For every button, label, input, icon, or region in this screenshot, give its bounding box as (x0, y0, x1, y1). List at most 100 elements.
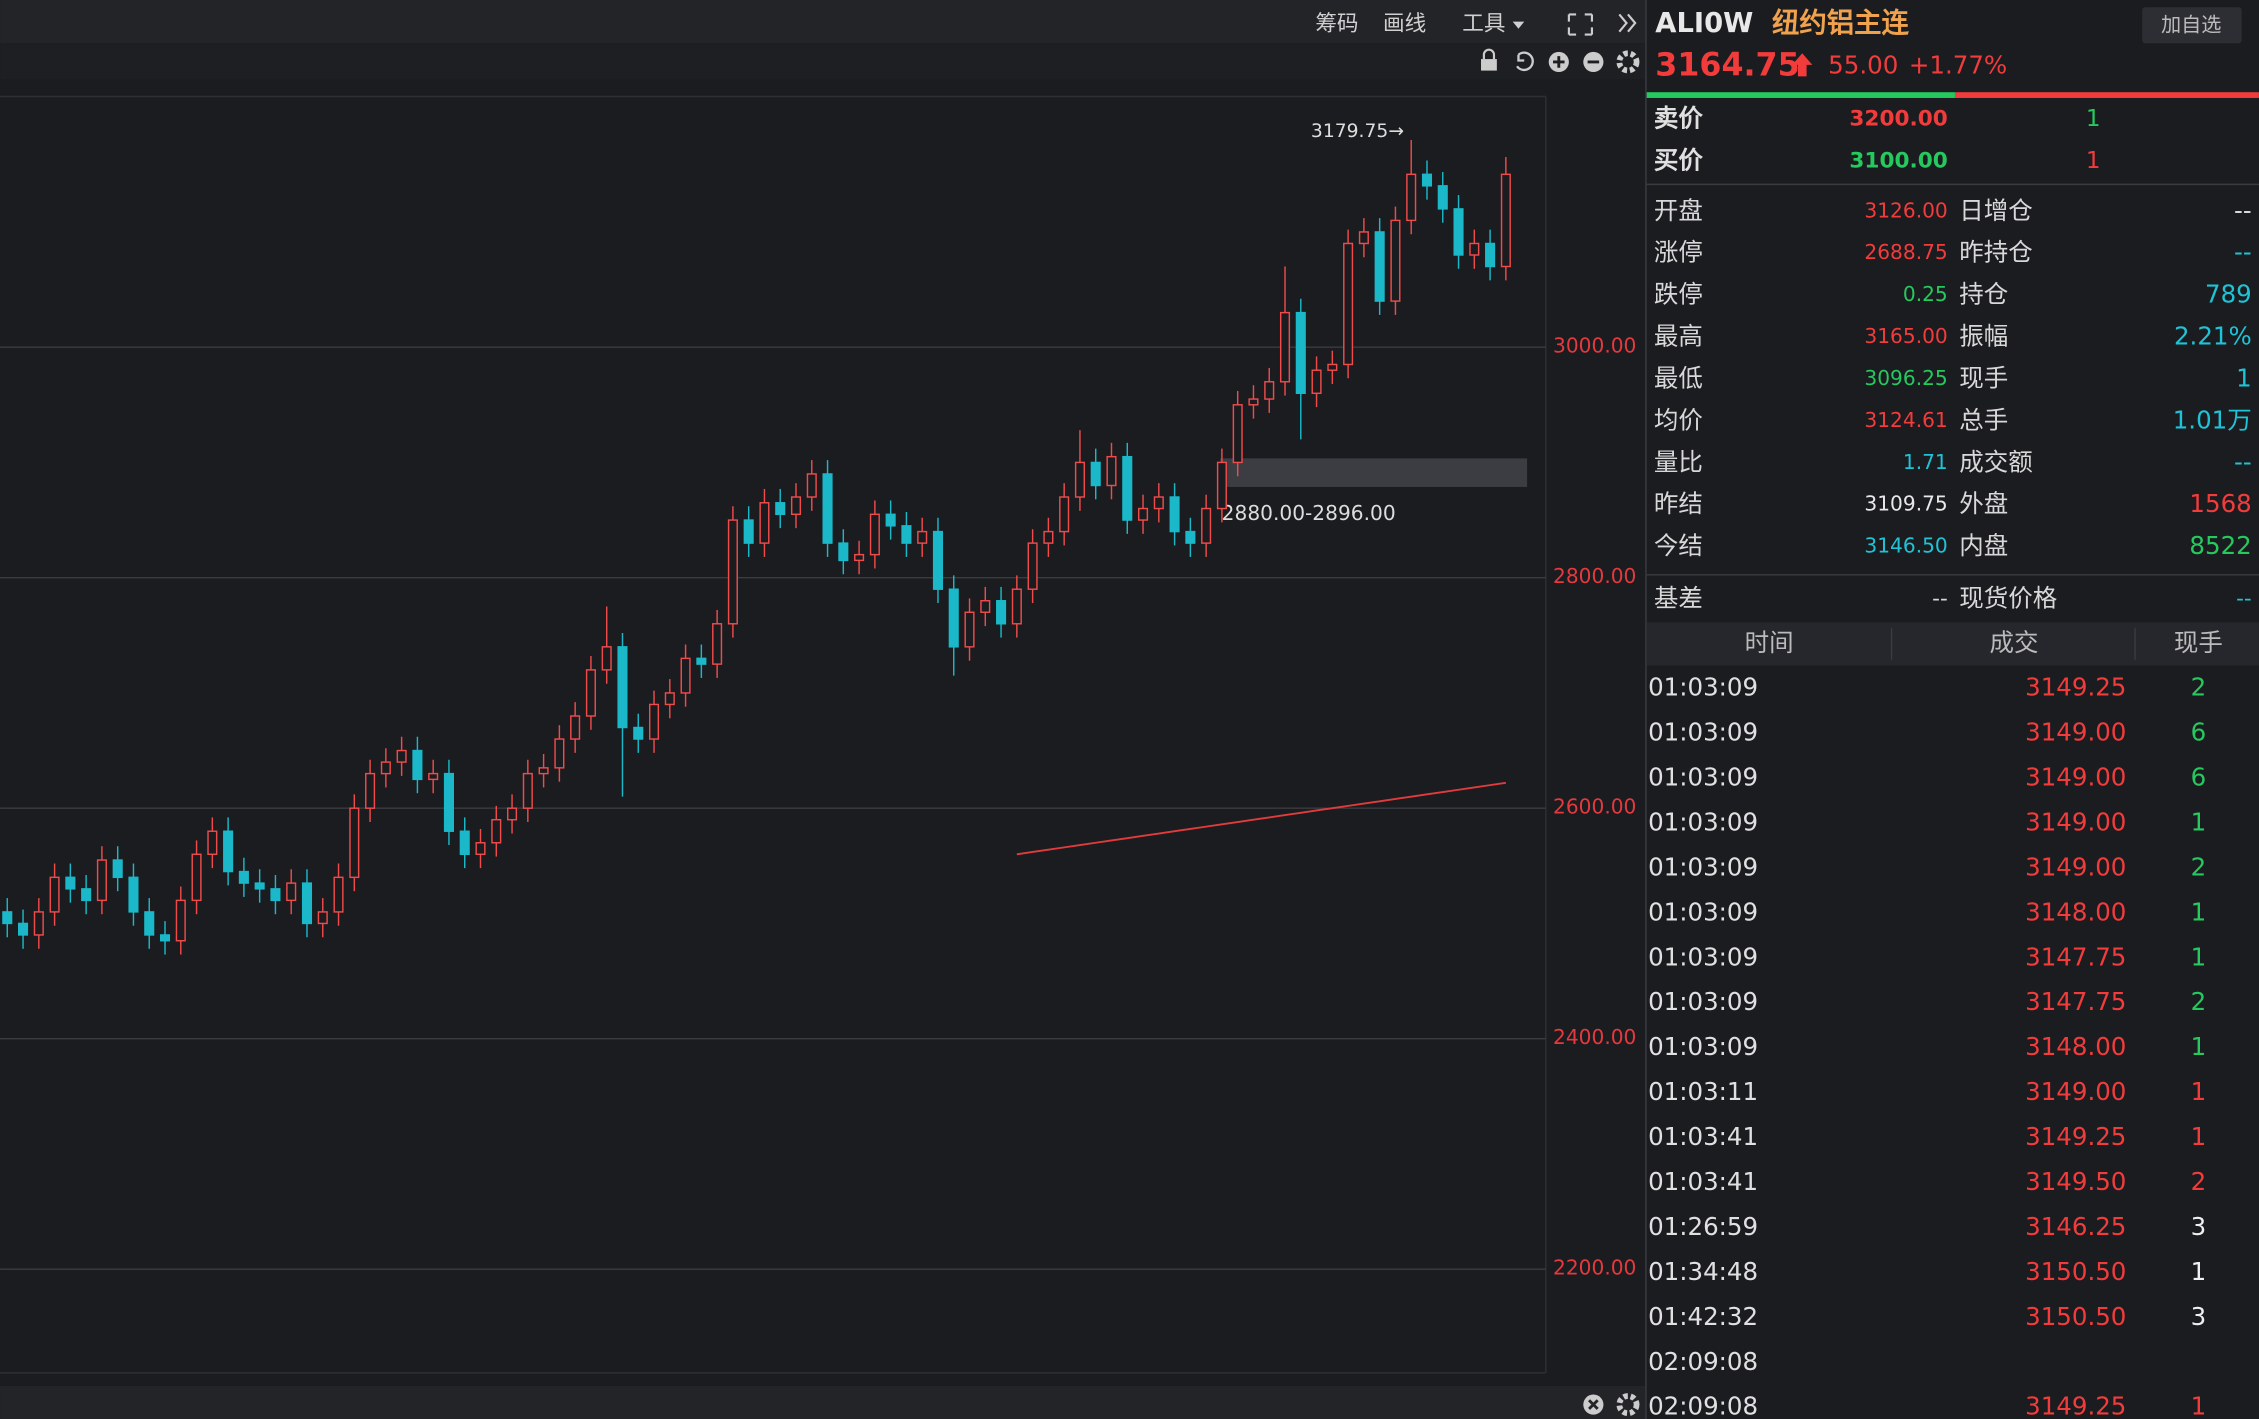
candle-body (270, 888, 281, 902)
candle-body (238, 870, 249, 884)
candle-body (112, 859, 123, 879)
trade-qty: 1 (2191, 807, 2207, 836)
stat-label: 涨停 (1654, 238, 1703, 267)
candle-body (1453, 208, 1464, 256)
book-qty: 1 (2086, 106, 2101, 132)
stat-label: 最低 (1654, 363, 1703, 392)
candle-body (1153, 496, 1164, 510)
stat-value: 789 (2205, 280, 2252, 309)
lock-icon[interactable] (1481, 59, 1497, 71)
stat-label: 跌停 (1654, 280, 1703, 309)
stat-value: -- (2234, 238, 2252, 267)
candle-body (1469, 242, 1480, 256)
trade-qty: 3 (2191, 1302, 2207, 1331)
stat-label: 昨持仓 (1959, 238, 2032, 267)
candle-body (1485, 242, 1496, 268)
fullscreen-icon[interactable] (1567, 13, 1594, 36)
toolbar-item[interactable]: 工具 (1462, 11, 1505, 36)
toolbar-item[interactable]: 画线 (1383, 11, 1426, 36)
candle-body (901, 525, 912, 544)
trade-qty: 1 (2191, 1392, 2207, 1419)
candle-body (349, 807, 360, 879)
trade-qty: 2 (2191, 673, 2207, 702)
candle-body (743, 519, 754, 544)
candle-body (1122, 455, 1133, 521)
trade-qty: 6 (2191, 718, 2207, 747)
trade-qty: 1 (2191, 942, 2207, 971)
stat-label: 开盘 (1654, 196, 1703, 225)
watchlist-button[interactable] (2142, 7, 2242, 44)
settings-icon[interactable] (1616, 50, 1640, 74)
candle-body (712, 623, 723, 665)
candle-body (1279, 311, 1291, 383)
last-price: 3164.75 (1655, 47, 1799, 83)
stat-value: 2688.75 (1864, 240, 1947, 264)
toolbar-item[interactable]: 筹码 (1315, 11, 1358, 36)
candle-body (1169, 496, 1180, 533)
trade-time: 02:09:08 (1648, 1392, 1758, 1419)
candle-body (459, 830, 470, 856)
zoom-in-icon[interactable] (1553, 56, 1565, 68)
trade-qty: 2 (2191, 987, 2207, 1016)
candle-body (317, 911, 328, 925)
candle-body (1437, 185, 1448, 210)
trade-price: 3149.00 (2025, 763, 2126, 792)
candle-body (1264, 381, 1275, 400)
max-annotation: 3179.75→ (1311, 121, 1404, 142)
candle-body (1216, 461, 1227, 510)
settings-icon[interactable] (1616, 1393, 1640, 1417)
close-icon[interactable] (1588, 1399, 1599, 1410)
candle-body (207, 830, 218, 856)
trade-price: 3149.00 (2025, 1077, 2126, 1106)
stat-value: -- (2234, 196, 2252, 225)
expand-icon[interactable] (1618, 13, 1637, 33)
candle-body (1421, 173, 1433, 187)
stat-label: 量比 (1654, 447, 1703, 476)
candle-body (996, 600, 1007, 625)
dropdown-icon[interactable] (1512, 21, 1525, 29)
stat-value: 1 (2236, 363, 2252, 392)
stat-label: 现手 (1959, 363, 2008, 392)
y-tick-label: 2600.00 (1553, 795, 1636, 819)
trade-time: 01:03:09 (1648, 1032, 1758, 1061)
candle-body (491, 818, 502, 844)
candle-body (838, 542, 849, 562)
candle-body (806, 473, 817, 498)
candle-body (128, 876, 139, 913)
trade-time: 01:03:09 (1648, 942, 1758, 971)
table-header (1646, 622, 2259, 666)
trade-time: 01:03:09 (1648, 673, 1758, 702)
lock-icon[interactable] (1482, 48, 1496, 60)
candle-body (396, 749, 407, 763)
stat-value: 2.21% (2174, 322, 2252, 351)
watchlist-button-label[interactable]: 加自选 (2161, 12, 2221, 36)
trade-price: 3148.00 (2025, 897, 2126, 926)
stat-value: 1.01万 (2173, 405, 2252, 434)
candle-body (932, 530, 944, 590)
trade-time: 01:26:59 (1648, 1212, 1758, 1241)
stat-label: 基差 (1654, 583, 1703, 612)
trade-price: 3148.00 (2025, 1032, 2126, 1061)
candle-body (854, 553, 865, 562)
candle-body (964, 611, 975, 648)
candle-body (286, 882, 297, 902)
undo-icon[interactable] (1516, 51, 1534, 72)
bottom-bar (0, 1385, 1646, 1419)
trade-qty: 3 (2191, 1212, 2207, 1241)
candle-body (1406, 173, 1417, 222)
trade-price: 3150.50 (2025, 1302, 2126, 1331)
stat-label: 振幅 (1959, 322, 2008, 351)
trade-time: 01:34:48 (1648, 1257, 1758, 1286)
trade-price: 3149.00 (2025, 718, 2126, 747)
trade-time: 01:03:41 (1648, 1167, 1758, 1196)
candle-body (759, 502, 770, 544)
candle-body (1090, 461, 1101, 487)
stat-value: 3109.75 (1864, 492, 1947, 516)
trade-price: 3147.75 (2025, 987, 2126, 1016)
ratio-bar (1954, 92, 2259, 98)
trade-time: 01:03:09 (1648, 852, 1758, 881)
trade-time: 01:03:09 (1648, 718, 1758, 747)
stat-value: 3165.00 (1864, 324, 1947, 348)
